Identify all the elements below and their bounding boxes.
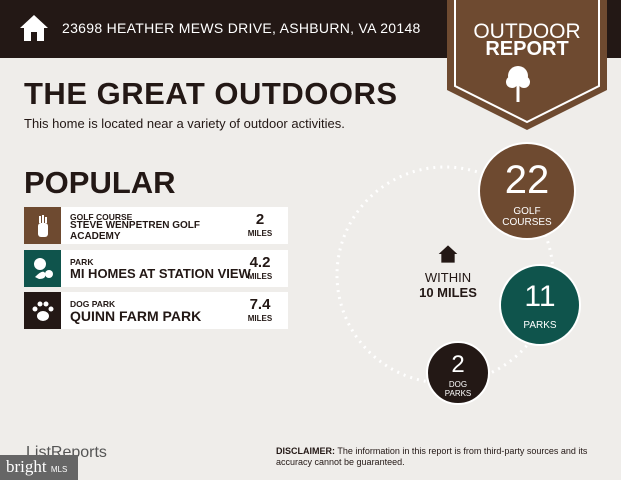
dog-parks-count-circle: 2 DOG PARKS <box>426 341 490 405</box>
house-icon <box>20 15 48 41</box>
popular-heading: POPULAR <box>24 165 176 200</box>
within-label: WITHIN 10 MILES <box>400 270 496 300</box>
badge-line2: REPORT <box>485 38 569 60</box>
distance: 2 <box>255 211 265 228</box>
golf-bag-icon <box>24 207 61 244</box>
category: GOLF COURSE <box>70 212 133 222</box>
page-title: THE GREAT OUTDOORS <box>24 76 398 111</box>
dog-parks-label1: DOG <box>448 380 468 389</box>
park-tree-icon <box>24 250 61 287</box>
paw-icon <box>24 292 61 329</box>
parks-label: PARKS <box>523 320 557 331</box>
parks-count: 11 <box>524 280 556 313</box>
distance: 4.2 <box>249 254 271 271</box>
within-line2: 10 MILES <box>419 285 477 300</box>
disclaimer-label: DISCLAIMER: <box>276 446 335 456</box>
distance-unit: MILES <box>247 272 273 281</box>
subtitle: This home is located near a variety of o… <box>24 116 345 131</box>
parks-count-circle: 11 PARKS <box>499 264 581 346</box>
place-name: STEVE WENPETREN GOLF ACADEMY <box>70 220 201 242</box>
golf-label2: COURSES <box>502 217 552 228</box>
place-name: QUINN FARM PARK <box>70 308 202 324</box>
category: PARK <box>70 257 94 267</box>
distance-unit: MILES <box>247 229 273 238</box>
bright-mls-watermark: bright MLS <box>0 455 78 480</box>
dog-parks-label2: PARKS <box>444 389 472 398</box>
golf-count-circle: 22 GOLF COURSES <box>478 142 576 240</box>
list-item-park: PARK MI HOMES AT STATION VIEW 4.2 MILES <box>24 250 288 287</box>
distance: 7.4 <box>249 296 271 313</box>
distance-unit: MILES <box>247 314 273 323</box>
within-line1: WITHIN <box>424 270 472 285</box>
category: DOG PARK <box>70 299 116 309</box>
badge-line1: OUTDOOR <box>473 20 581 43</box>
outdoor-report-badge <box>447 0 607 130</box>
tree-icon <box>506 66 530 102</box>
house-icon <box>438 245 458 263</box>
disclaimer-text: The information in this report is from t… <box>276 446 588 467</box>
dog-parks-count: 2 <box>451 351 465 378</box>
golf-label1: GOLF <box>513 206 541 217</box>
list-item-dog-park: DOG PARK QUINN FARM PARK 7.4 MILES <box>24 292 288 329</box>
golf-count: 22 <box>504 158 550 202</box>
place-name: MI HOMES AT STATION VIEW <box>70 266 251 281</box>
address: 23698 HEATHER MEWS DRIVE, ASHBURN, VA 20… <box>62 20 421 36</box>
list-item-golf: GOLF COURSE STEVE WENPETREN GOLF ACADEMY… <box>24 207 288 244</box>
disclaimer: DISCLAIMER: The information in this repo… <box>276 446 596 468</box>
